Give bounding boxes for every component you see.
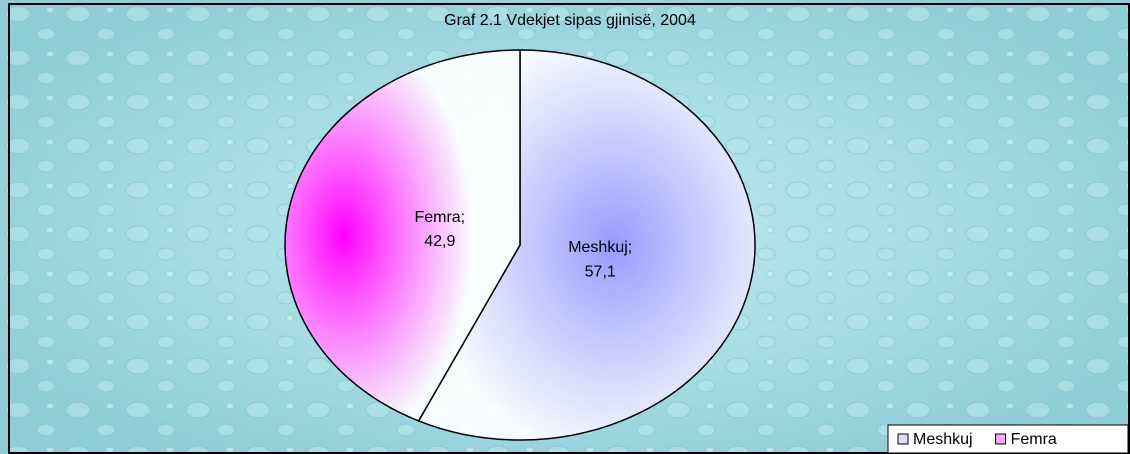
legend-label: Femra — [1011, 431, 1057, 448]
chart-title: Graf 2.1 Vdekjet sipas gjinisë, 2004 — [444, 12, 696, 29]
slice-category: Meshkuj — [568, 239, 628, 256]
slice-label: Meshkuj; — [568, 239, 632, 256]
slice-value: 57,1 — [585, 263, 616, 280]
slice-value: 42,9 — [424, 233, 455, 250]
slice-separator: ; — [628, 239, 632, 256]
pie-slice — [417, 49, 756, 441]
legend-label: Meshkuj — [913, 431, 973, 448]
pie-slice — [284, 49, 521, 422]
legend-box — [887, 424, 1129, 454]
legend-swatch — [897, 433, 909, 445]
slice-separator: ; — [461, 209, 465, 226]
slice-label: Femra; — [414, 209, 465, 226]
chart-border — [8, 3, 1130, 454]
legend-swatch — [995, 433, 1007, 445]
slice-category: Femra — [414, 209, 460, 226]
